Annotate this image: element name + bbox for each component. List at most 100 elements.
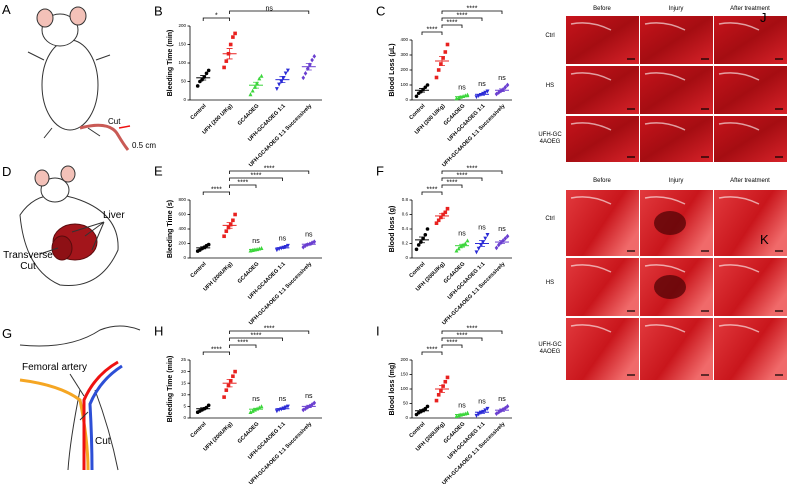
panel-letter: G xyxy=(2,326,13,341)
significance-bracket xyxy=(421,191,443,195)
significance-bracket xyxy=(229,177,283,181)
data-point xyxy=(206,68,211,73)
data-point xyxy=(222,65,226,70)
significance-bracket xyxy=(229,170,310,174)
annotation: 0.5 cm xyxy=(132,141,157,150)
panel-letter: K xyxy=(760,232,769,247)
y-tick-label: 0 xyxy=(405,255,408,260)
data-point xyxy=(483,236,488,241)
data-point xyxy=(248,92,253,97)
y-axis-label: Bleeding Time (min) xyxy=(167,30,174,97)
significance-label: ns xyxy=(265,5,273,12)
data-point xyxy=(465,410,470,415)
sem-bar xyxy=(499,408,505,412)
photo-detail xyxy=(644,196,686,205)
x-tick-label: Control xyxy=(408,103,426,121)
data-point xyxy=(425,83,430,87)
photo xyxy=(640,16,713,64)
data-point xyxy=(503,84,508,90)
data-point xyxy=(423,232,428,237)
sem-bar xyxy=(439,385,445,393)
sem-bar xyxy=(305,404,312,408)
data-point xyxy=(485,233,490,237)
data-point xyxy=(312,239,317,245)
photo xyxy=(714,318,787,380)
data-point xyxy=(206,403,211,408)
y-tick-label: 0 xyxy=(183,97,186,102)
annotation: Femoral artery xyxy=(22,362,88,373)
panel-letter: J xyxy=(760,10,767,25)
panel-letter: F xyxy=(376,163,384,178)
data-point xyxy=(231,374,235,379)
panel-letter: D xyxy=(2,164,12,179)
data-point xyxy=(454,248,459,253)
y-tick-label: 200 xyxy=(178,241,186,246)
y-tick-label: 0.4 xyxy=(402,226,409,231)
annotation: Cut xyxy=(108,117,121,126)
y-tick-label: 100 xyxy=(178,60,186,65)
photo-detail xyxy=(570,324,612,333)
mouse-liver-illustration xyxy=(19,165,119,287)
data-point xyxy=(250,408,255,413)
significance-bracket xyxy=(202,351,230,355)
photo-detail xyxy=(718,72,760,81)
data-point xyxy=(505,82,510,88)
data-point xyxy=(456,246,461,251)
significance-label: **** xyxy=(447,179,458,186)
y-tick-label: 20 xyxy=(181,369,187,374)
data-point xyxy=(283,71,288,76)
data-point xyxy=(474,95,479,100)
data-point xyxy=(503,236,508,241)
y-tick-label: 400 xyxy=(178,226,186,231)
significance-label: ns xyxy=(498,396,506,403)
data-point xyxy=(465,238,470,243)
significance-label: ns xyxy=(478,225,486,232)
significance-label: **** xyxy=(447,19,458,26)
x-tick-label: Control xyxy=(408,421,426,439)
significance-label: **** xyxy=(467,5,478,12)
significance-label: ns xyxy=(279,236,287,243)
data-point xyxy=(445,206,450,211)
sem-bar xyxy=(499,88,505,92)
significance-bracket xyxy=(229,10,310,14)
data-point xyxy=(483,408,488,413)
annotation: Cut xyxy=(95,436,111,447)
column-header: Before xyxy=(593,178,611,184)
significance-bracket xyxy=(441,177,483,181)
significance-bracket xyxy=(229,344,257,348)
significance-label: **** xyxy=(211,346,222,353)
significance-label: **** xyxy=(427,26,438,33)
data-point xyxy=(224,59,229,63)
data-point xyxy=(250,88,255,93)
data-point xyxy=(301,407,306,413)
data-point xyxy=(301,75,306,81)
data-point xyxy=(474,413,479,418)
sem-bar xyxy=(253,407,259,411)
data-point xyxy=(483,90,488,95)
photo-detail xyxy=(570,196,612,205)
sem-bar xyxy=(419,409,425,413)
photo-detail xyxy=(644,324,686,333)
y-tick-label: 200 xyxy=(400,67,408,72)
y-tick-label: 800 xyxy=(178,197,186,202)
photo xyxy=(714,258,787,316)
sem-bar xyxy=(200,407,207,411)
data-point xyxy=(277,82,282,87)
photo xyxy=(714,66,787,114)
sem-bar xyxy=(305,243,312,246)
data-point xyxy=(436,68,441,72)
y-tick-label: 600 xyxy=(178,212,186,217)
column-header: Injury xyxy=(668,6,684,12)
y-tick-label: 25 xyxy=(181,357,187,362)
y-tick-label: 0.2 xyxy=(402,241,409,246)
data-point xyxy=(445,375,450,380)
significance-bracket xyxy=(441,344,463,348)
x-tick-label: UFH-GC4AOEG 1:1 xyxy=(447,103,487,143)
sem-bar xyxy=(439,56,445,66)
data-point xyxy=(443,50,448,54)
row-label: UFH-GC4AOEG xyxy=(538,342,562,355)
photo-detail xyxy=(718,196,760,205)
